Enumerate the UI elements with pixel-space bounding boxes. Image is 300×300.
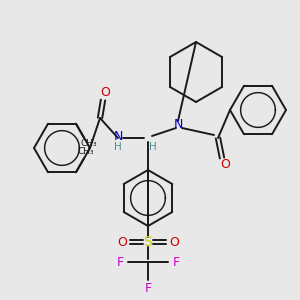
Text: S: S	[144, 235, 152, 249]
Text: H: H	[114, 142, 122, 152]
Text: H: H	[149, 142, 157, 152]
Text: O: O	[220, 158, 230, 172]
Text: F: F	[116, 256, 124, 268]
Text: CH₃: CH₃	[78, 147, 94, 156]
Text: F: F	[172, 256, 180, 268]
Text: O: O	[100, 85, 110, 98]
Text: N: N	[173, 118, 183, 131]
Text: CH₃: CH₃	[81, 139, 97, 148]
Text: F: F	[144, 281, 152, 295]
Text: N: N	[113, 130, 123, 143]
Text: O: O	[117, 236, 127, 248]
Text: O: O	[169, 236, 179, 248]
